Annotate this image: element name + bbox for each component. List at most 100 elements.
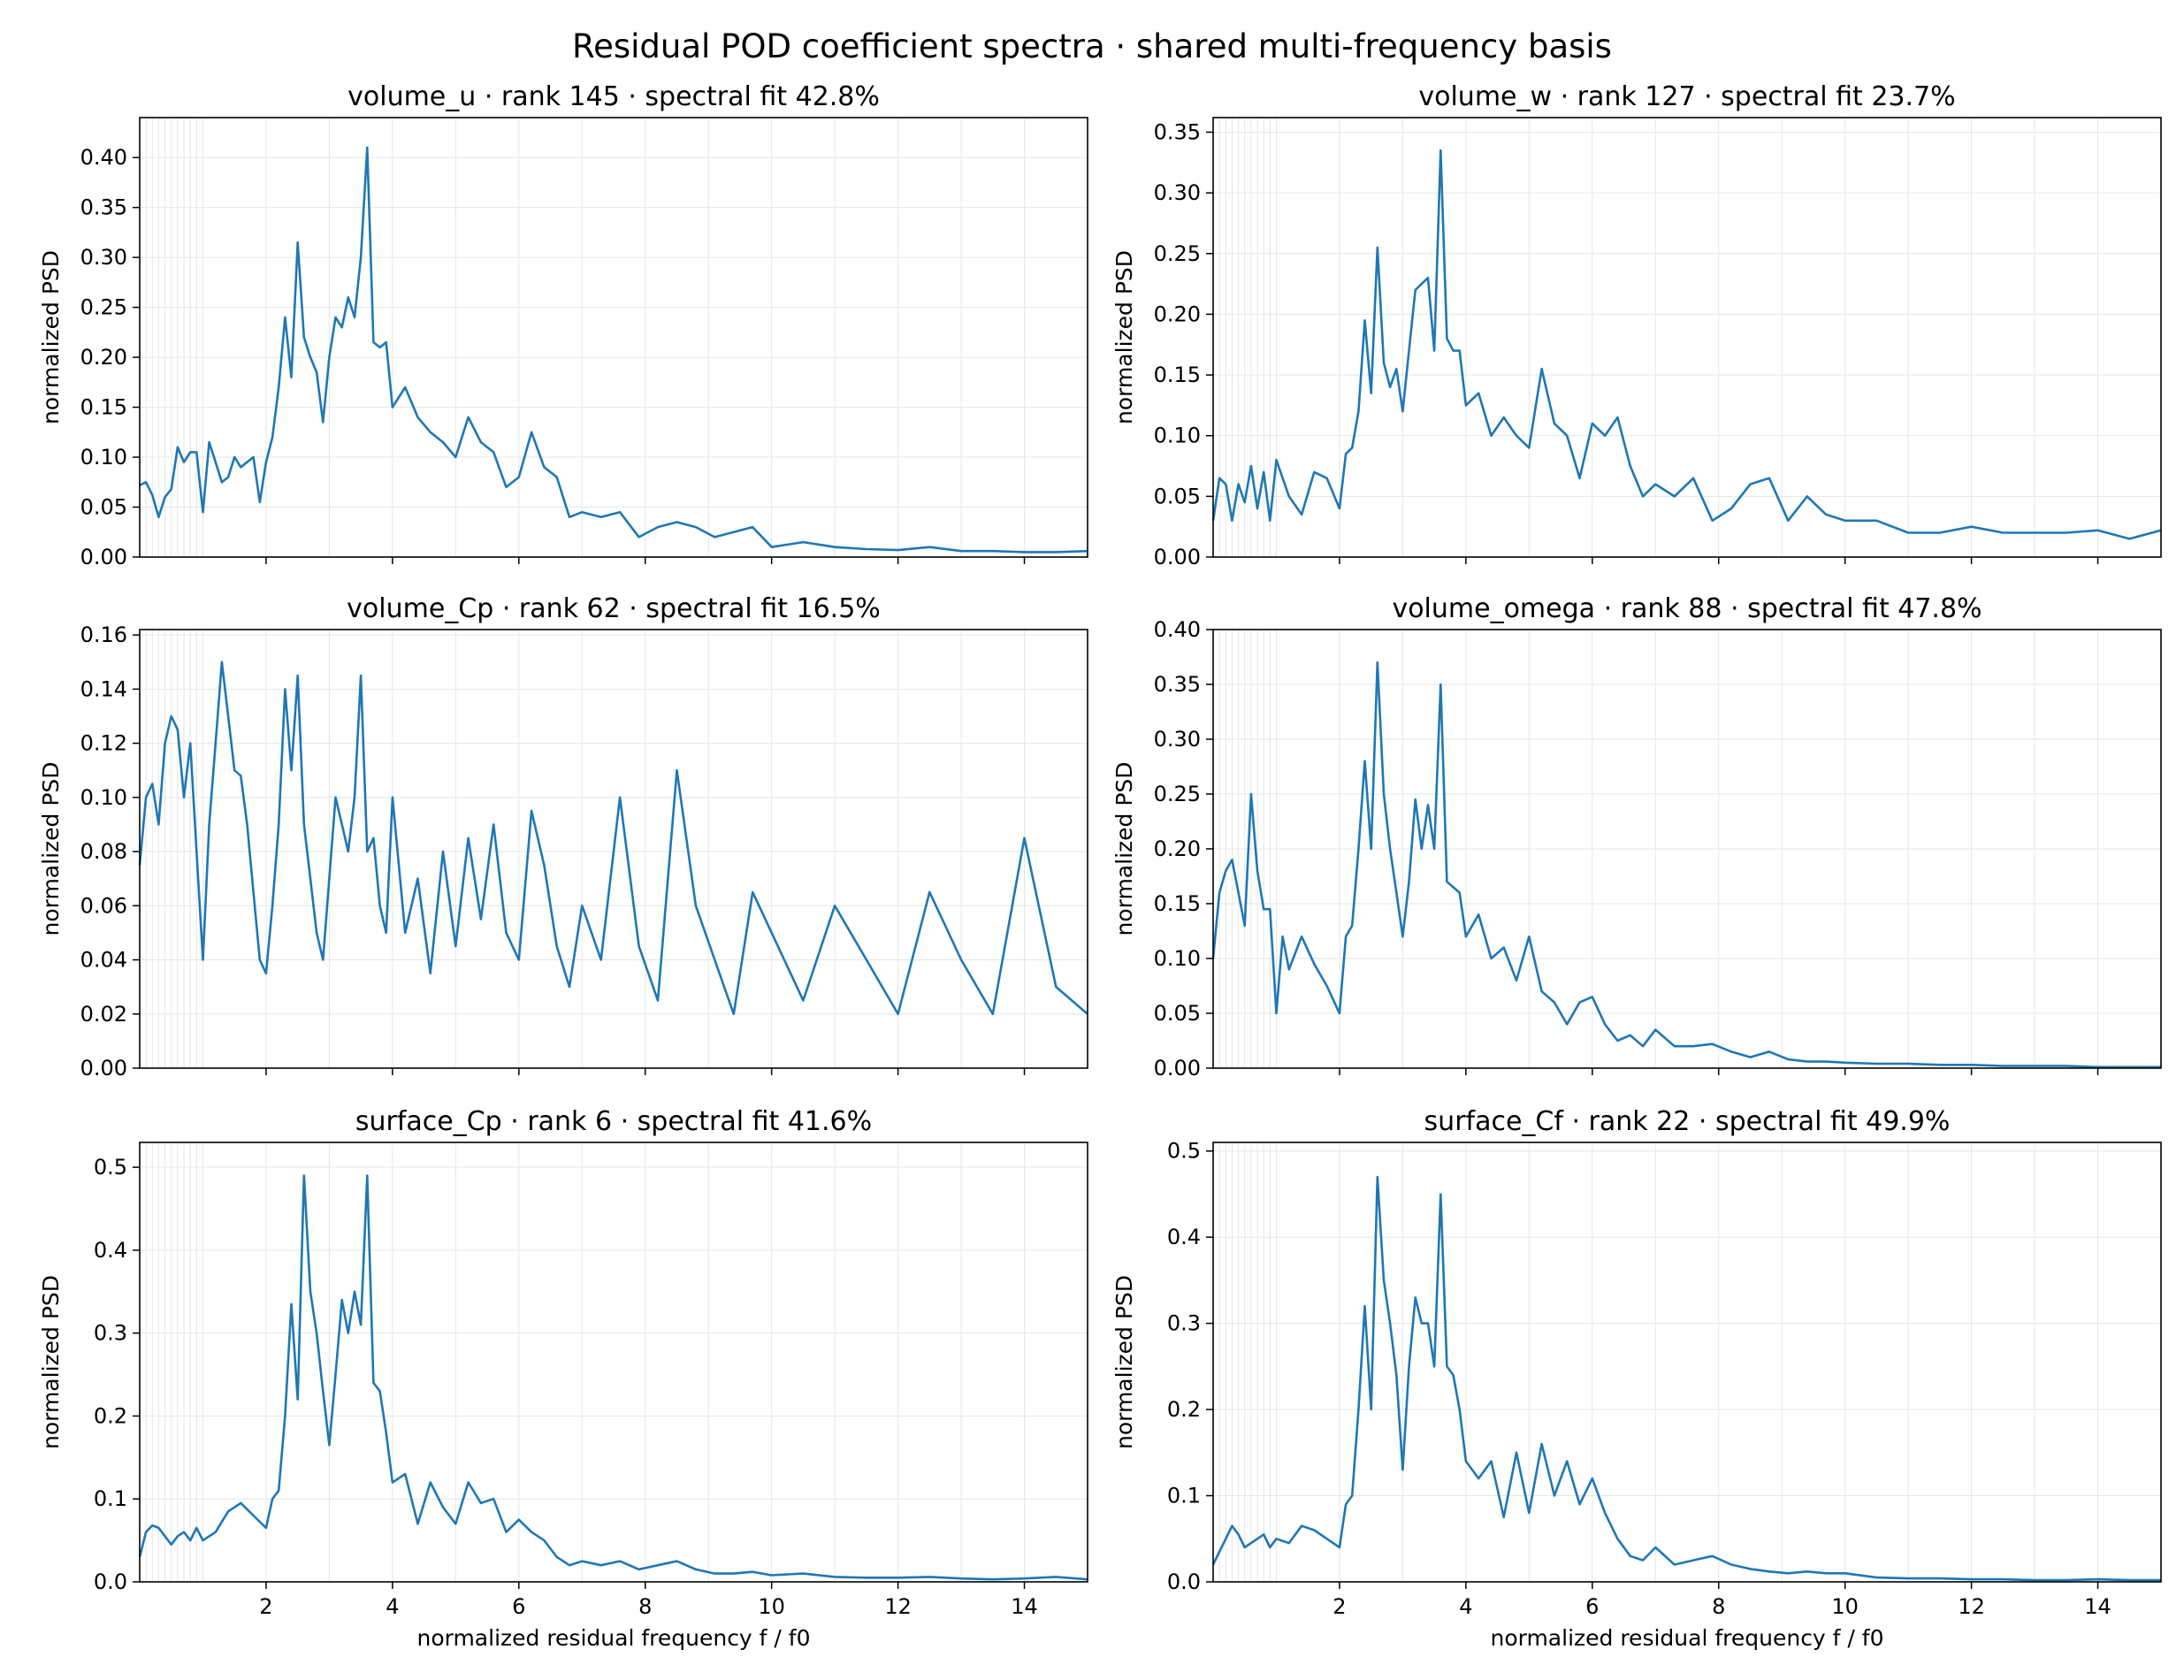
y-tick-label: 0.4 — [1167, 1225, 1201, 1249]
x-tick-label: 12 — [884, 1594, 912, 1619]
y-tick-label: 0.2 — [1167, 1397, 1201, 1422]
y-tick-label: 0.10 — [1154, 424, 1201, 448]
y-tick-label: 0.00 — [1154, 1056, 1201, 1081]
chart-panel-5: 2 4 6 8 10 12 14 0.0 0.1 0.2 0.3 0.4 0.5 surface_Cf ·… — [1111, 1106, 2162, 1651]
y-tick-label: 0.20 — [1154, 302, 1201, 326]
y-tick-label: 0.10 — [80, 785, 127, 810]
axes-frame — [139, 1142, 1088, 1583]
chart-panel-0: 0.00 0.05 0.10 0.15 0.20 0.25 0.30 0.35 0.40 volu… — [38, 81, 1088, 569]
axes-frame — [1212, 117, 2162, 558]
y-tick-label: 0.0 — [1167, 1569, 1201, 1594]
x-axis-label: normalized residual frequency f / f0 — [1490, 1625, 1883, 1651]
y-tick-label: 0.00 — [1154, 545, 1201, 569]
axes-frame — [139, 117, 1088, 558]
chart-panel-4: 2 4 6 8 10 12 14 0.0 0.1 0.2 0.3 0.4 0.5 surface_Cp ·… — [38, 1106, 1088, 1651]
y-tick-label: 0.05 — [1154, 1001, 1201, 1026]
y-tick-label: 0.12 — [80, 731, 127, 756]
series-line-0 — [139, 146, 1088, 554]
y-tick-label: 0.20 — [1154, 836, 1201, 861]
y-tick-label: 0.02 — [80, 1002, 127, 1027]
x-tick-label: 4 — [1459, 1594, 1472, 1619]
x-tick-label: 6 — [512, 1594, 525, 1619]
y-tick-label: 0.10 — [1154, 946, 1201, 971]
y-tick-label: 0.15 — [80, 395, 127, 420]
axes-frame — [1212, 1142, 2162, 1583]
x-tick-label: 2 — [259, 1594, 272, 1619]
grid-lines — [140, 118, 1088, 558]
y-tick-label: 0.25 — [1154, 241, 1201, 266]
series-line-0 — [1211, 1175, 2161, 1582]
panels-container: 0.00 0.05 0.10 0.15 0.20 0.25 0.30 0.35 0.40 volu… — [38, 81, 2162, 1651]
chart-panel-1: 0.00 0.05 0.10 0.15 0.20 0.25 0.30 0.35 volume_w… — [1111, 81, 2162, 569]
panel-title: surface_Cf · rank 22 · spectral fit 49.9… — [1424, 1106, 1951, 1137]
y-tick-label: 0.1 — [1167, 1484, 1201, 1508]
series-line-0 — [138, 661, 1088, 1016]
y-axis-label: normalized PSD — [1111, 1275, 1137, 1449]
grid-lines — [140, 1142, 1088, 1583]
y-tick-label: 0.05 — [80, 495, 127, 520]
x-tick-label: 14 — [2084, 1594, 2111, 1619]
y-tick-label: 0.25 — [80, 295, 127, 320]
y-tick-label: 0.20 — [80, 345, 127, 370]
y-tick-label: 0.05 — [1154, 484, 1201, 508]
y-tick-label: 0.30 — [80, 245, 127, 270]
y-tick-label: 0.14 — [80, 676, 127, 701]
y-tick-label: 0.3 — [94, 1321, 127, 1346]
grid-lines — [1213, 1142, 2161, 1583]
y-tick-label: 0.35 — [80, 195, 127, 220]
y-tick-label: 0.4 — [94, 1238, 127, 1263]
figure-suptitle: Residual POD coefficient spectra · share… — [572, 27, 1612, 65]
grid-lines — [1213, 629, 2161, 1069]
y-axis-label: normalized PSD — [1111, 250, 1137, 424]
y-tick-label: 0.16 — [80, 622, 127, 647]
y-tick-label: 0.0 — [94, 1569, 127, 1594]
chart-panel-2: 0.00 0.02 0.04 0.06 0.08 0.10 0.12 0.14 0.16 volu… — [38, 593, 1088, 1081]
x-tick-label: 8 — [1712, 1594, 1725, 1619]
y-tick-label: 0.5 — [1167, 1139, 1201, 1164]
y-tick-label: 0.5 — [94, 1155, 127, 1180]
y-axis-label: normalized PSD — [1111, 761, 1137, 935]
y-tick-label: 0.08 — [80, 839, 127, 864]
y-tick-label: 0.04 — [80, 948, 127, 973]
y-tick-label: 0.25 — [1154, 782, 1201, 806]
y-tick-label: 0.00 — [80, 545, 127, 569]
y-axis-label: normalized PSD — [38, 1275, 64, 1449]
panel-title: volume_u · rank 145 · spectral fit 42.8% — [347, 81, 880, 112]
x-tick-label: 12 — [1958, 1594, 1985, 1619]
y-tick-label: 0.06 — [80, 893, 127, 918]
y-axis-label: normalized PSD — [38, 250, 64, 424]
y-tick-label: 0.30 — [1154, 180, 1201, 205]
y-tick-label: 0.30 — [1154, 727, 1201, 752]
y-tick-label: 0.1 — [94, 1486, 127, 1511]
y-tick-label: 0.2 — [94, 1403, 127, 1428]
y-tick-label: 0.10 — [80, 445, 127, 470]
x-axis-label: normalized residual frequency f / f0 — [416, 1625, 810, 1651]
y-tick-label: 0.40 — [80, 145, 127, 170]
grid-lines — [140, 630, 1088, 1069]
series-line-0 — [1211, 661, 2161, 1069]
x-tick-label: 6 — [1585, 1594, 1599, 1619]
axes-frame — [139, 629, 1088, 1069]
x-tick-label: 2 — [1333, 1594, 1346, 1619]
panel-title: volume_Cp · rank 62 · spectral fit 16.5% — [347, 593, 881, 624]
x-tick-label: 10 — [1831, 1594, 1859, 1619]
series-line-0 — [138, 1174, 1088, 1581]
x-tick-label: 4 — [386, 1594, 399, 1619]
y-tick-label: 0.35 — [1154, 119, 1201, 144]
y-axis-label: normalized PSD — [38, 761, 64, 935]
y-tick-label: 0.00 — [80, 1056, 127, 1081]
x-tick-label: 8 — [638, 1594, 652, 1619]
y-tick-label: 0.15 — [1154, 891, 1201, 916]
panel-title: surface_Cp · rank 6 · spectral fit 41.6% — [355, 1106, 872, 1137]
panel-title: volume_omega · rank 88 · spectral fit 47… — [1392, 593, 1982, 624]
x-tick-label: 14 — [1011, 1594, 1038, 1619]
chart-panel-3: 0.00 0.05 0.10 0.15 0.20 0.25 0.30 0.35 0.40 volu… — [1111, 593, 2162, 1081]
x-tick-label: 10 — [758, 1594, 785, 1619]
panel-title: volume_w · rank 127 · spectral fit 23.7% — [1418, 81, 1955, 112]
y-tick-label: 0.35 — [1154, 672, 1201, 697]
y-tick-label: 0.15 — [1154, 363, 1201, 387]
y-tick-label: 0.3 — [1167, 1311, 1201, 1336]
series-line-0 — [1211, 149, 2162, 540]
